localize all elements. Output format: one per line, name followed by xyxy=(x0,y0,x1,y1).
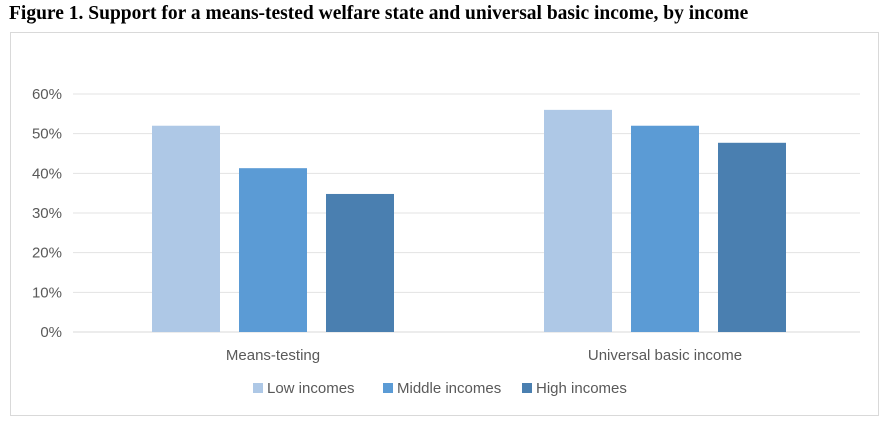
y-tick-label: 0% xyxy=(40,324,62,341)
legend-swatch xyxy=(253,383,263,393)
y-tick-label: 20% xyxy=(32,245,62,262)
legend-label: Middle incomes xyxy=(397,380,501,397)
legend-swatch xyxy=(383,383,393,393)
category-label: Universal basic income xyxy=(588,347,742,364)
bar-0-1 xyxy=(239,168,307,332)
bar-0-2 xyxy=(326,193,394,332)
bar-0-0 xyxy=(152,125,220,332)
y-tick-label: 10% xyxy=(32,284,62,301)
legend-label: Low incomes xyxy=(267,380,355,397)
y-tick-label: 30% xyxy=(32,205,62,222)
legend-swatch xyxy=(522,383,532,393)
legend-label: High incomes xyxy=(536,380,627,397)
y-tick-label: 50% xyxy=(32,126,62,143)
chart-frame xyxy=(10,32,879,416)
category-label: Means-testing xyxy=(226,347,320,364)
y-tick-label: 40% xyxy=(32,165,62,182)
bar-1-2 xyxy=(718,142,786,332)
bar-1-1 xyxy=(631,125,699,332)
bar-1-0 xyxy=(544,109,612,332)
y-tick-label: 60% xyxy=(32,86,62,103)
chart-title: Figure 1. Support for a means-tested wel… xyxy=(9,3,749,24)
